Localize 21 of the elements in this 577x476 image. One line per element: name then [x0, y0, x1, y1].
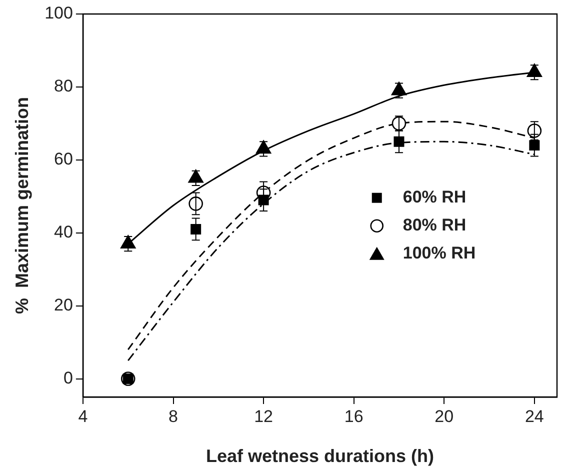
x-tick-label: 20	[434, 406, 454, 426]
y-tick-label: 40	[54, 222, 73, 242]
x-tick-label: 8	[168, 406, 178, 426]
y-tick-label: 80	[54, 76, 73, 96]
point	[392, 116, 406, 131]
y-tick-label: 20	[54, 295, 73, 314]
y-axis-title: % Maximum germination	[12, 96, 32, 314]
x-tick-label: 4	[78, 406, 88, 426]
x-tick-label: 16	[344, 406, 364, 426]
point	[394, 136, 404, 147]
x-tick-label: 24	[524, 406, 544, 426]
x-axis-title: Leaf wetness durations (h)	[206, 446, 434, 466]
y-tick-label: 100	[44, 4, 73, 23]
y-tick-label: 60	[54, 150, 73, 169]
y-tick-label: 0	[63, 368, 73, 388]
x-tick-label: 12	[254, 406, 274, 426]
legend-label: 60% RH	[402, 188, 466, 207]
legend-label: 100% RH	[402, 244, 476, 263]
point	[188, 196, 203, 211]
point	[190, 224, 202, 234]
legend-label: 80% RH	[402, 216, 466, 235]
